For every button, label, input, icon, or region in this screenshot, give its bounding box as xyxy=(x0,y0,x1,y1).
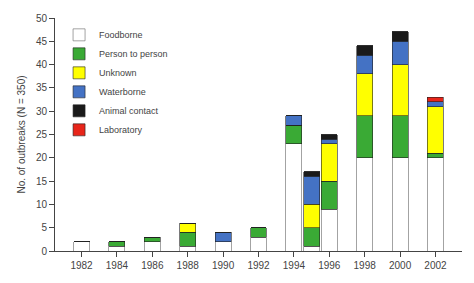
svg-text:1994: 1994 xyxy=(283,260,306,271)
svg-text:Waterborne: Waterborne xyxy=(99,87,146,97)
svg-text:Person to person: Person to person xyxy=(99,49,168,59)
svg-text:1982: 1982 xyxy=(70,260,93,271)
svg-text:Laboratory: Laboratory xyxy=(99,125,143,135)
svg-text:1992: 1992 xyxy=(247,260,270,271)
svg-text:Animal contact: Animal contact xyxy=(99,106,159,116)
svg-text:1988: 1988 xyxy=(177,260,200,271)
svg-text:Foodborne: Foodborne xyxy=(99,30,143,40)
svg-text:0: 0 xyxy=(41,246,47,257)
svg-text:2002: 2002 xyxy=(424,260,447,271)
svg-text:10: 10 xyxy=(36,199,48,210)
svg-text:Unknown: Unknown xyxy=(99,68,137,78)
svg-text:1990: 1990 xyxy=(212,260,235,271)
svg-text:1986: 1986 xyxy=(141,260,164,271)
svg-text:1998: 1998 xyxy=(354,260,377,271)
svg-text:5: 5 xyxy=(41,222,47,233)
svg-text:1996: 1996 xyxy=(318,260,341,271)
svg-text:1984: 1984 xyxy=(106,260,129,271)
svg-text:No. of outbreaks (N = 350): No. of outbreaks (N = 350) xyxy=(16,75,27,193)
svg-text:45: 45 xyxy=(36,36,48,47)
svg-text:30: 30 xyxy=(36,106,48,117)
svg-text:20: 20 xyxy=(36,152,48,163)
svg-text:50: 50 xyxy=(36,13,48,24)
svg-text:35: 35 xyxy=(36,82,48,93)
svg-text:15: 15 xyxy=(36,176,48,187)
svg-text:25: 25 xyxy=(36,129,48,140)
svg-text:40: 40 xyxy=(36,59,48,70)
svg-text:2000: 2000 xyxy=(389,260,412,271)
